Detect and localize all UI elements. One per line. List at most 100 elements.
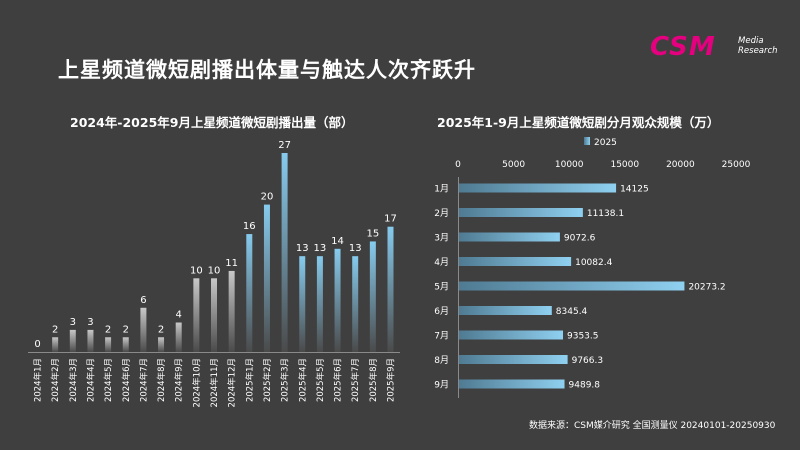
slide-title: 上星频道微短剧播出体量与触达人次齐跃升 (58, 58, 476, 82)
bar-value-label: 9072.6 (564, 234, 596, 244)
x-tick-label: 2025年9月 (386, 358, 397, 402)
bar-value-label: 10 (190, 265, 203, 276)
x-tick-label: 2024年3月 (68, 358, 79, 402)
right-chart-title: 2025年1-9月上星频道微短剧分月观众规模（万） (437, 115, 720, 130)
bar-value-label: 11 (225, 258, 238, 269)
x-tick-label: 15000 (610, 160, 639, 170)
bar-value-label: 14125 (620, 185, 649, 195)
bar-value-label: 9766.3 (572, 356, 604, 366)
legend-label-2025: 2025 (594, 138, 617, 148)
bar-value-label: 20 (261, 192, 274, 203)
bar-value-label: 3 (70, 317, 76, 328)
bar-6月 (459, 306, 552, 315)
bar-value-label: 15 (366, 228, 379, 239)
bar-2月 (459, 208, 583, 217)
x-tick-label: 2024年4月 (85, 358, 96, 402)
bar-value-label: 9353.5 (567, 332, 599, 342)
bar-value-label: 14 (331, 236, 344, 247)
x-tick-label: 2024年8月 (156, 358, 167, 402)
bar-2025年8月 (369, 241, 376, 352)
bar-value-label: 3 (87, 317, 93, 328)
x-tick-label: 2025年6月 (333, 358, 344, 402)
bar-value-label: 4 (176, 310, 182, 321)
bar-2024年9月 (175, 322, 182, 352)
bar-value-label: 0 (34, 339, 40, 350)
x-tick-label: 5000 (502, 160, 525, 170)
x-tick-label: 2025年3月 (280, 358, 291, 402)
bar-2024年7月 (140, 307, 147, 352)
x-tick-label: 20000 (666, 160, 695, 170)
bar-2024年8月 (158, 337, 165, 352)
bar-8月 (459, 355, 568, 364)
left-chart-title: 2024年-2025年9月上星频道微短剧播出量（部） (70, 115, 354, 130)
bar-4月 (459, 257, 572, 266)
bar-2025年2月 (263, 204, 270, 352)
x-tick-label: 2024年5月 (103, 358, 114, 402)
right-plot-area: 2025 0 5000 10000 15000 20000 25000 14125 1月 1113… (434, 137, 751, 398)
bar-2024年4月 (87, 329, 94, 352)
x-tick-label: 2025年4月 (297, 358, 308, 402)
bar-2025年3月 (281, 153, 288, 352)
bar-value-label: 10082.4 (575, 258, 612, 268)
bar-value-label: 8345.4 (556, 307, 588, 317)
data-source-note: 数据来源：CSM媒介研究 全国测量仪 20240101-20250930 (529, 421, 776, 431)
logo-subtitle: Media Research (738, 36, 778, 56)
bar-2024年6月 (122, 337, 129, 352)
x-tick-label: 10000 (555, 160, 584, 170)
bar-value-label: 2 (52, 324, 58, 335)
x-tick-label: 2025年1月 (244, 358, 255, 402)
bar-value-label: 6 (140, 295, 146, 306)
bar-value-label: 2 (105, 324, 111, 335)
bar-2025年6月 (334, 248, 341, 352)
x-tick-label: 2024年2月 (50, 358, 61, 402)
y-tick-label: 8月 (434, 355, 449, 366)
bar-value-label: 16 (243, 221, 256, 232)
bar-5月 (459, 281, 685, 291)
y-tick-label: 3月 (434, 233, 449, 244)
bar-2024年5月 (105, 337, 112, 352)
bar-3月 (459, 232, 560, 242)
x-tick-label: 2024年11月 (209, 358, 220, 407)
x-tick-label: 2024年7月 (138, 358, 149, 402)
y-tick-label: 1月 (434, 184, 449, 195)
bar-1月 (459, 183, 617, 193)
y-tick-label: 7月 (434, 331, 449, 342)
bar-value-label: 20273.2 (688, 283, 725, 293)
bar-2024年11月 (211, 278, 217, 352)
x-tick-label: 25000 (722, 160, 751, 170)
bar-2024年3月 (69, 329, 76, 352)
bar-value-label: 10 (208, 265, 221, 276)
logo-line-research: Research (738, 46, 778, 56)
y-tick-label: 9月 (434, 380, 449, 391)
y-tick-label: 2月 (434, 208, 449, 219)
bar-value-label: 2 (158, 324, 164, 335)
bar-value-label: 11138.1 (587, 209, 624, 219)
x-tick-label: 2024年10月 (191, 358, 202, 407)
legend-swatch-2025 (584, 137, 590, 145)
bar-2025年5月 (316, 256, 323, 352)
x-tick-label: 2025年5月 (315, 358, 326, 402)
x-tick-label: 2024年9月 (174, 358, 185, 402)
bar-2024年10月 (193, 278, 200, 352)
y-tick-label: 5月 (434, 282, 449, 293)
bar-2025年1月 (246, 234, 253, 352)
bar-value-label: 13 (349, 243, 362, 254)
bar-2024年2月 (52, 337, 59, 352)
bar-value-label: 27 (278, 140, 291, 151)
x-tick-label: 2024年1月 (33, 358, 44, 402)
bar-9月 (459, 379, 565, 389)
logo-brand: CSM (650, 32, 716, 62)
x-tick-label: 2025年8月 (368, 358, 379, 402)
x-tick-label: 2024年6月 (121, 358, 132, 402)
x-tick-label: 2025年7月 (350, 358, 361, 402)
bar-value-label: 13 (314, 243, 327, 254)
y-tick-label: 4月 (434, 257, 449, 268)
broadcast-volume-chart: 0 2024年1月 2 2024年2月 3 2024年3月 3 2024年4月 2 2024年5月… (28, 140, 400, 407)
bar-value-label: 13 (296, 243, 309, 254)
csm-logo: CSM Media Research (650, 32, 780, 62)
bar-value-label: 17 (384, 214, 397, 225)
bar-2025年4月 (299, 256, 306, 352)
bar-2024年12月 (228, 270, 235, 352)
logo-line-media: Media (738, 36, 764, 46)
bar-2025年9月 (387, 226, 394, 352)
